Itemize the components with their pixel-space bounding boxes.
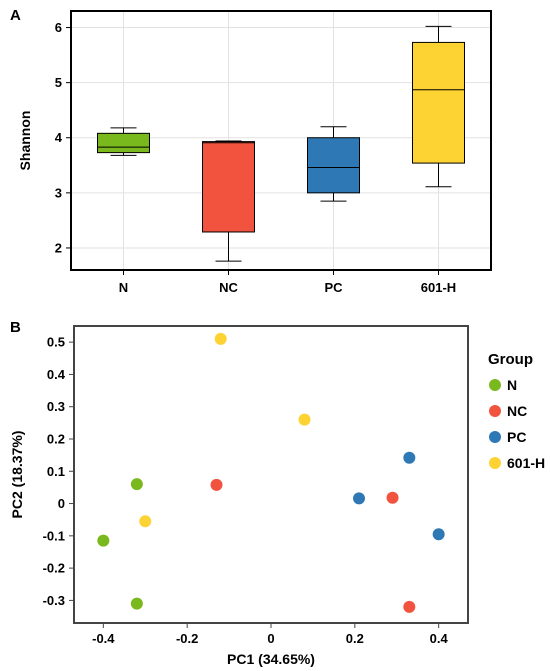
panel-label-a: A bbox=[10, 7, 21, 24]
point-601-h bbox=[139, 515, 152, 528]
plot-frame bbox=[73, 325, 469, 624]
x-tick-label: 0.2 bbox=[346, 631, 364, 646]
legend-swatch bbox=[489, 457, 501, 469]
x-tick-label: 601-H bbox=[421, 280, 456, 295]
legend-title: Group bbox=[488, 351, 533, 368]
point-601-h bbox=[298, 413, 311, 426]
x-tick-label: N bbox=[119, 280, 128, 295]
legend-swatch bbox=[489, 405, 501, 417]
plot-frame bbox=[70, 10, 492, 271]
x-tick-label: -0.2 bbox=[176, 631, 198, 646]
y-tick-label: -0.1 bbox=[43, 528, 65, 543]
x-tick-label: -0.4 bbox=[92, 631, 115, 646]
legend-label: PC bbox=[507, 429, 526, 445]
box-iqr bbox=[202, 141, 255, 233]
box-pc bbox=[307, 126, 360, 202]
y-tick-label: 4 bbox=[55, 130, 63, 145]
y-axis-label: Shannon bbox=[17, 111, 33, 171]
box-iqr bbox=[412, 41, 465, 164]
y-axis-label: PC2 (18.37%) bbox=[9, 431, 25, 519]
point-nc bbox=[386, 491, 399, 504]
legend-label: NC bbox=[507, 403, 527, 419]
box-nc bbox=[202, 140, 255, 262]
legend-label: 601-H bbox=[507, 455, 545, 471]
y-tick-label: 5 bbox=[55, 75, 62, 90]
x-tick-label: NC bbox=[219, 280, 238, 295]
legend: Group N NC PC 601-H bbox=[488, 351, 545, 471]
point-n bbox=[97, 534, 110, 547]
point-nc bbox=[210, 478, 223, 491]
y-tick-label: -0.3 bbox=[43, 593, 65, 608]
point-pc bbox=[403, 451, 416, 464]
point-601-h bbox=[214, 332, 227, 345]
y-tick-label: -0.2 bbox=[43, 561, 65, 576]
x-tick-label: 0 bbox=[267, 631, 274, 646]
panel-label-b: B bbox=[10, 319, 21, 336]
box-601-h bbox=[412, 25, 465, 188]
y-tick-label: 3 bbox=[55, 185, 62, 200]
point-pc bbox=[432, 528, 445, 541]
legend-swatch bbox=[489, 431, 501, 443]
point-pc bbox=[353, 492, 366, 505]
x-tick-label: 0.4 bbox=[430, 631, 449, 646]
point-n bbox=[130, 478, 143, 491]
y-tick-label: 6 bbox=[55, 20, 62, 35]
y-tick-label: 0.3 bbox=[47, 399, 65, 414]
y-tick-label: 0 bbox=[58, 496, 65, 511]
y-tick-label: 2 bbox=[55, 240, 62, 255]
x-tick-label: PC bbox=[324, 280, 343, 295]
y-tick-label: 0.4 bbox=[47, 367, 66, 382]
legend-swatch bbox=[489, 379, 501, 391]
pca-scatter-panel: -0.3 -0.2 -0.1 0 0.1 0.2 0.3 0.4 0.5 -0.4 -0.2 0 0.2… bbox=[9, 325, 545, 667]
y-tick-label: 0.2 bbox=[47, 431, 65, 446]
point-n bbox=[130, 597, 143, 610]
y-tick-label: 0.5 bbox=[47, 335, 65, 350]
boxplot-panel: 2 3 4 5 6 N NC PC 601-H Shannon bbox=[17, 10, 492, 295]
point-nc bbox=[403, 600, 416, 613]
legend-label: N bbox=[507, 377, 517, 393]
y-tick-label: 0.1 bbox=[47, 464, 65, 479]
box-iqr bbox=[307, 137, 360, 194]
x-axis-label: PC1 (34.65%) bbox=[227, 651, 315, 667]
box-n bbox=[97, 127, 150, 156]
box-iqr bbox=[97, 132, 150, 154]
